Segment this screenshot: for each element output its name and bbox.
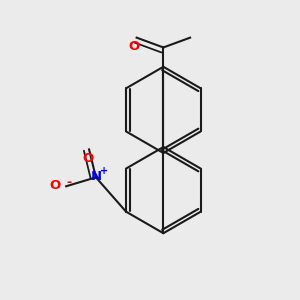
Text: O: O	[129, 40, 140, 53]
Text: N: N	[91, 170, 102, 183]
Text: -: -	[66, 176, 71, 189]
Text: +: +	[100, 166, 108, 176]
Text: O: O	[49, 179, 61, 192]
Text: O: O	[82, 152, 93, 165]
